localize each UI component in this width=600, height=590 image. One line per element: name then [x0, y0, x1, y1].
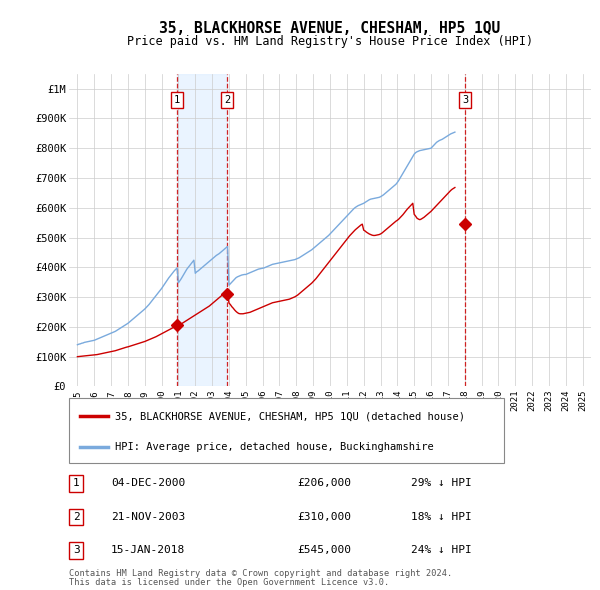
- Text: 2: 2: [73, 512, 80, 522]
- Text: 1: 1: [73, 478, 80, 488]
- Bar: [177, 74, 227, 386]
- Text: 3: 3: [73, 546, 80, 555]
- Text: 24% ↓ HPI: 24% ↓ HPI: [411, 546, 472, 555]
- Text: 35, BLACKHORSE AVENUE, CHESHAM, HP5 1QU: 35, BLACKHORSE AVENUE, CHESHAM, HP5 1QU: [160, 21, 500, 35]
- Text: £310,000: £310,000: [297, 512, 351, 522]
- Text: HPI: Average price, detached house, Buckinghamshire: HPI: Average price, detached house, Buck…: [115, 442, 433, 452]
- Text: 04-DEC-2000: 04-DEC-2000: [111, 478, 185, 488]
- Text: 15-JAN-2018: 15-JAN-2018: [111, 546, 185, 555]
- Text: 35, BLACKHORSE AVENUE, CHESHAM, HP5 1QU (detached house): 35, BLACKHORSE AVENUE, CHESHAM, HP5 1QU …: [115, 411, 464, 421]
- Text: 18% ↓ HPI: 18% ↓ HPI: [411, 512, 472, 522]
- Text: £545,000: £545,000: [297, 546, 351, 555]
- Text: £206,000: £206,000: [297, 478, 351, 488]
- Text: 21-NOV-2003: 21-NOV-2003: [111, 512, 185, 522]
- Text: This data is licensed under the Open Government Licence v3.0.: This data is licensed under the Open Gov…: [69, 578, 389, 587]
- Text: 3: 3: [462, 96, 469, 106]
- Text: 29% ↓ HPI: 29% ↓ HPI: [411, 478, 472, 488]
- Text: 1: 1: [174, 96, 180, 106]
- Text: Price paid vs. HM Land Registry's House Price Index (HPI): Price paid vs. HM Land Registry's House …: [127, 35, 533, 48]
- Text: Contains HM Land Registry data © Crown copyright and database right 2024.: Contains HM Land Registry data © Crown c…: [69, 569, 452, 578]
- Text: 2: 2: [224, 96, 230, 106]
- FancyBboxPatch shape: [69, 398, 504, 463]
